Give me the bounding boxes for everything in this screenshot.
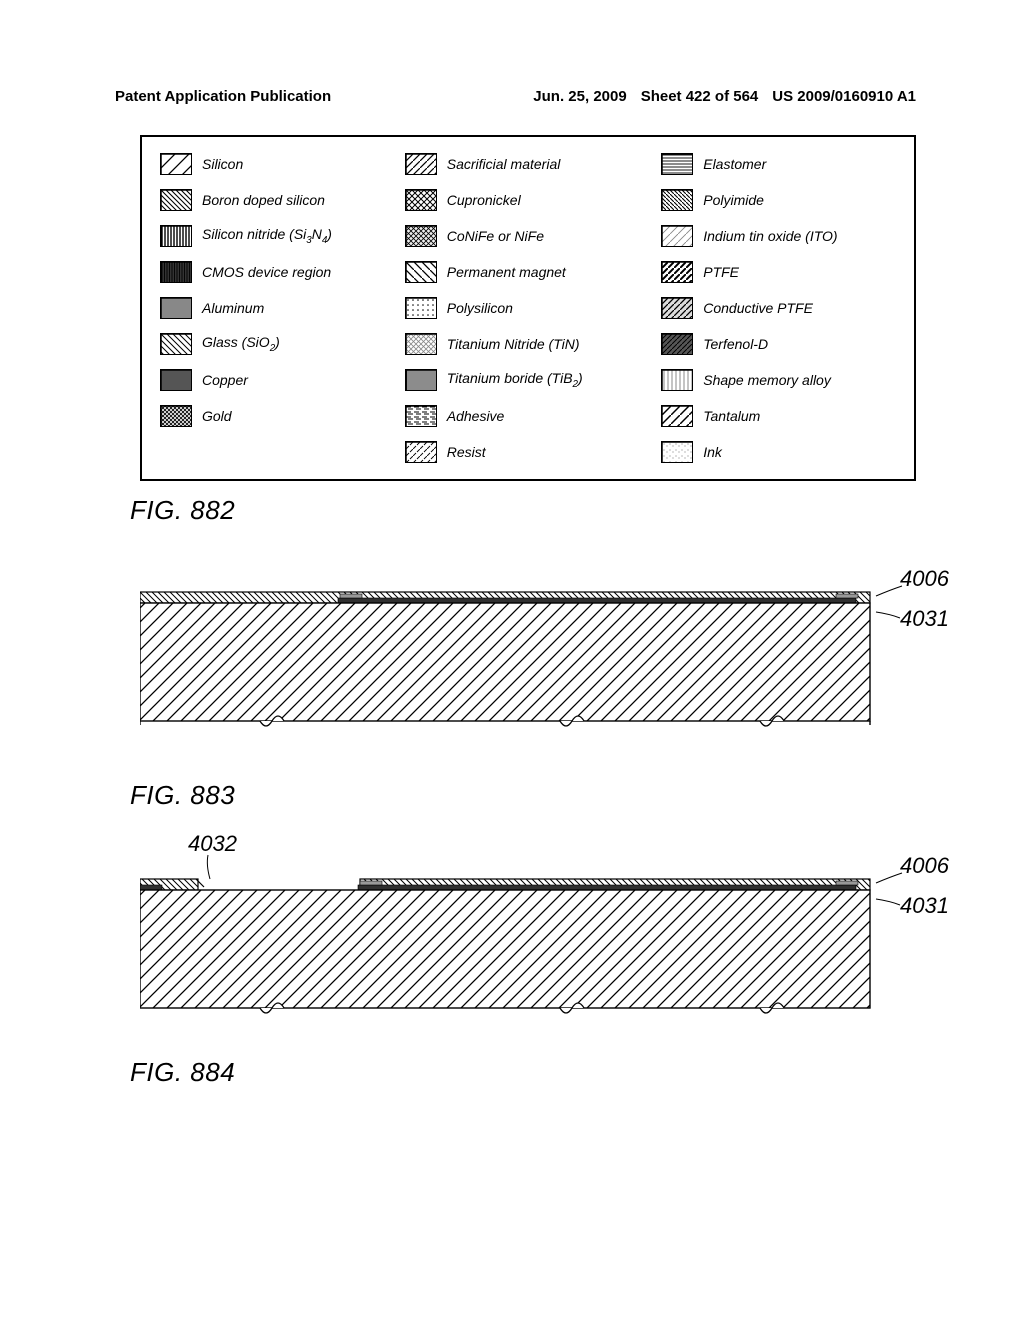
legend-label: Elastomer <box>703 156 766 172</box>
swatch-icon <box>661 333 693 355</box>
legend-item: Aluminum <box>160 297 395 319</box>
legend-item <box>160 441 395 463</box>
legend-label: Resist <box>447 444 486 460</box>
legend-item: Sacrificial material <box>405 153 651 175</box>
legend-item: Polyimide <box>661 189 896 211</box>
legend-item: Ink <box>661 441 896 463</box>
swatch-icon <box>160 225 192 247</box>
swatch-icon <box>160 405 192 427</box>
swatch-icon <box>160 261 192 283</box>
legend-item: Indium tin oxide (ITO) <box>661 225 896 247</box>
legend-item: Titanium Nitride (TiN) <box>405 333 651 355</box>
legend-label: Conductive PTFE <box>703 300 813 316</box>
legend-label: Cupronickel <box>447 192 521 208</box>
swatch-icon <box>661 405 693 427</box>
legend-item: Silicon <box>160 153 395 175</box>
swatch-icon <box>661 297 693 319</box>
legend-label: Silicon nitride (Si3N4) <box>202 226 332 246</box>
legend-item: Cupronickel <box>405 189 651 211</box>
legend-label: CoNiFe or NiFe <box>447 228 544 244</box>
legend-item: Copper <box>160 369 395 391</box>
legend-label: Indium tin oxide (ITO) <box>703 228 837 244</box>
swatch-icon <box>405 153 437 175</box>
legend-item: Tantalum <box>661 405 896 427</box>
swatch-icon <box>405 441 437 463</box>
legend-item: Terfenol-D <box>661 333 896 355</box>
swatch-icon <box>405 189 437 211</box>
swatch-icon <box>405 405 437 427</box>
swatch-icon <box>405 225 437 247</box>
swatch-icon <box>661 189 693 211</box>
cross-section-884 <box>140 853 940 1043</box>
page-header: Patent Application Publication Jun. 25, … <box>0 0 1024 105</box>
swatch-icon <box>160 153 192 175</box>
legend-item: Silicon nitride (Si3N4) <box>160 225 395 247</box>
legend-label: Titanium Nitride (TiN) <box>447 336 580 352</box>
swatch-icon <box>405 369 437 391</box>
ref-4006: 4006 <box>900 566 949 592</box>
legend-label: Polysilicon <box>447 300 513 316</box>
legend-item: Glass (SiO2) <box>160 333 395 355</box>
legend-label: Silicon <box>202 156 243 172</box>
legend-label: PTFE <box>703 264 739 280</box>
swatch-icon <box>160 333 192 355</box>
legend-item: Adhesive <box>405 405 651 427</box>
legend-item: Titanium boride (TiB2) <box>405 369 651 391</box>
fig-883-label: FIG. 883 <box>130 780 916 811</box>
legend-label: Glass (SiO2) <box>202 334 280 354</box>
ref-4032: 4032 <box>188 831 237 857</box>
header-sheet: Sheet 422 of 564 <box>641 88 759 105</box>
header-date: Jun. 25, 2009 <box>533 88 626 105</box>
legend-label: Tantalum <box>703 408 760 424</box>
swatch-icon <box>160 189 192 211</box>
swatch-icon <box>160 369 192 391</box>
ref-4006-b: 4006 <box>900 853 949 879</box>
legend-item: Gold <box>160 405 395 427</box>
swatch-icon <box>661 261 693 283</box>
fig-883-diagram: 4006 4031 <box>140 580 916 780</box>
header-right: Jun. 25, 2009 Sheet 422 of 564 US 2009/0… <box>533 88 916 105</box>
ref-4031-b: 4031 <box>900 893 949 919</box>
swatch-icon <box>661 369 693 391</box>
swatch-icon <box>661 153 693 175</box>
legend-label: CMOS device region <box>202 264 331 280</box>
header-left: Patent Application Publication <box>115 88 331 105</box>
legend-item: Conductive PTFE <box>661 297 896 319</box>
header-pubno: US 2009/0160910 A1 <box>772 88 916 105</box>
swatch-icon <box>405 333 437 355</box>
legend-label: Copper <box>202 372 248 388</box>
legend-label: Ink <box>703 444 722 460</box>
legend-label: Titanium boride (TiB2) <box>447 370 583 390</box>
swatch-icon <box>661 225 693 247</box>
legend-item: PTFE <box>661 261 896 283</box>
legend-label: Shape memory alloy <box>703 372 831 388</box>
fig-884-diagram: 4032 4006 4031 <box>140 853 916 1063</box>
legend-item: Polysilicon <box>405 297 651 319</box>
legend-label: Sacrificial material <box>447 156 561 172</box>
legend-item: Resist <box>405 441 651 463</box>
legend-item: Shape memory alloy <box>661 369 896 391</box>
legend-item: CMOS device region <box>160 261 395 283</box>
legend-label: Adhesive <box>447 408 505 424</box>
legend-label: Polyimide <box>703 192 764 208</box>
legend-item: CoNiFe or NiFe <box>405 225 651 247</box>
cross-section-883 <box>140 580 940 750</box>
swatch-icon <box>160 297 192 319</box>
swatch-icon <box>661 441 693 463</box>
fig-882-label: FIG. 882 <box>130 495 916 526</box>
material-legend: Silicon Sacrificial material Elastomer Boro… <box>140 135 916 481</box>
legend-item: Permanent magnet <box>405 261 651 283</box>
legend-label: Aluminum <box>202 300 264 316</box>
legend-label: Terfenol-D <box>703 336 768 352</box>
legend-label: Boron doped silicon <box>202 192 325 208</box>
legend-label: Permanent magnet <box>447 264 566 280</box>
legend-label: Gold <box>202 408 232 424</box>
legend-item: Boron doped silicon <box>160 189 395 211</box>
swatch-icon <box>405 261 437 283</box>
ref-4031: 4031 <box>900 606 949 632</box>
legend-item: Elastomer <box>661 153 896 175</box>
swatch-icon <box>405 297 437 319</box>
